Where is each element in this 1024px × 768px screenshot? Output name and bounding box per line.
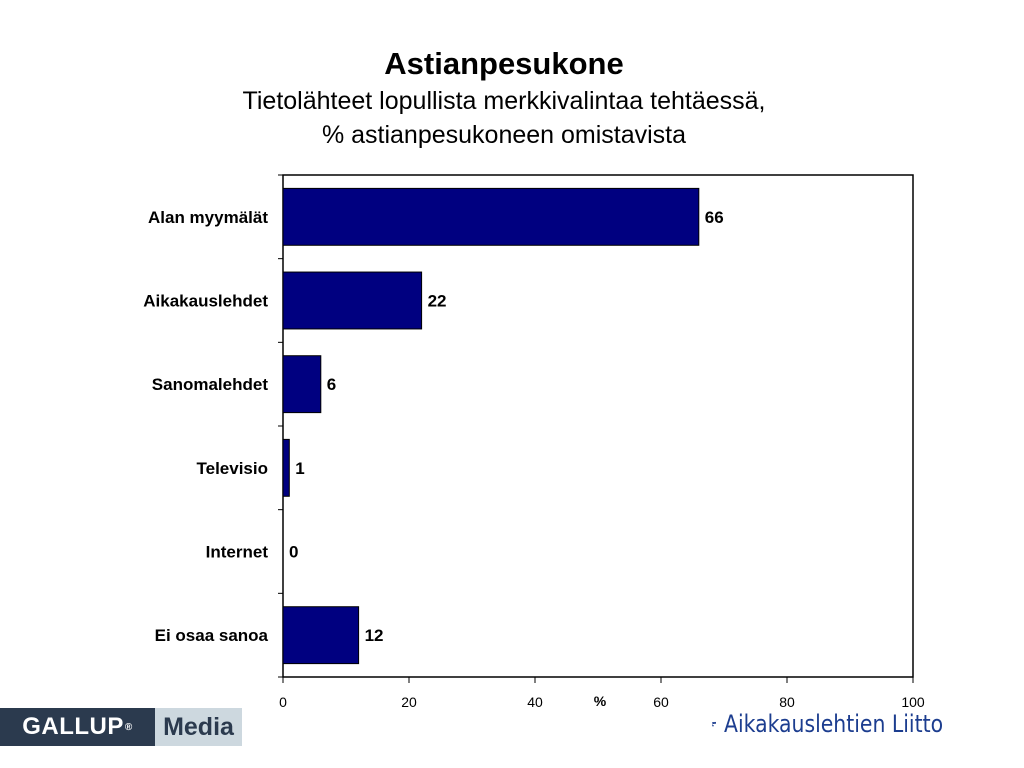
data-label: 22 (428, 292, 447, 311)
category-label: Aikakauslehdet (143, 292, 268, 311)
data-label: 1 (295, 459, 304, 478)
data-label: 66 (705, 208, 724, 227)
registered-mark: ® (124, 721, 133, 733)
x-tick-label: 80 (779, 694, 795, 710)
chart-title: Astianpesukone (384, 46, 624, 81)
bar (282, 271, 423, 330)
subtitle-line-1: Tietolähteet lopullista merkkivalintaa t… (242, 87, 766, 115)
category-label: Televisio (197, 459, 269, 478)
x-tick-label: 0 (279, 694, 287, 710)
plot-frame (282, 174, 914, 678)
category-label: Alan myymälät (148, 208, 268, 227)
gallup-media-logo: GALLUP ® Media (0, 708, 242, 746)
category-label: Internet (206, 543, 269, 562)
category-label: Sanomalehdet (152, 375, 269, 394)
x-tick-label: 100 (901, 694, 925, 710)
subtitle-line-2: % astianpesukoneen omistavista (321, 121, 687, 149)
flag-icon (712, 721, 717, 727)
bar (282, 438, 290, 497)
aikakauslehtien-liitto-text: Aikakauslehtien Liitto (724, 710, 944, 738)
data-label: 0 (289, 543, 298, 562)
aikakauslehtien-liitto-logo: Aikakauslehtien Liitto (712, 698, 982, 750)
x-tick-label: 40 (527, 694, 543, 710)
x-tick-label: 60 (653, 694, 669, 710)
gallup-logo-main: GALLUP ® (0, 708, 155, 746)
chart-subtitle: Tietolähteet lopullista merkkivalintaa t… (0, 84, 1008, 152)
gallup-logo-text: GALLUP (22, 713, 124, 740)
data-label: 6 (327, 375, 336, 394)
gallup-logo-media: Media (155, 708, 242, 746)
x-tick-label: 20 (401, 694, 417, 710)
category-label: Ei osaa sanoa (155, 626, 269, 645)
bar (282, 187, 700, 246)
x-axis-label: % (594, 693, 607, 709)
bar (282, 355, 322, 414)
bar (282, 606, 360, 665)
data-label: 12 (365, 626, 384, 645)
